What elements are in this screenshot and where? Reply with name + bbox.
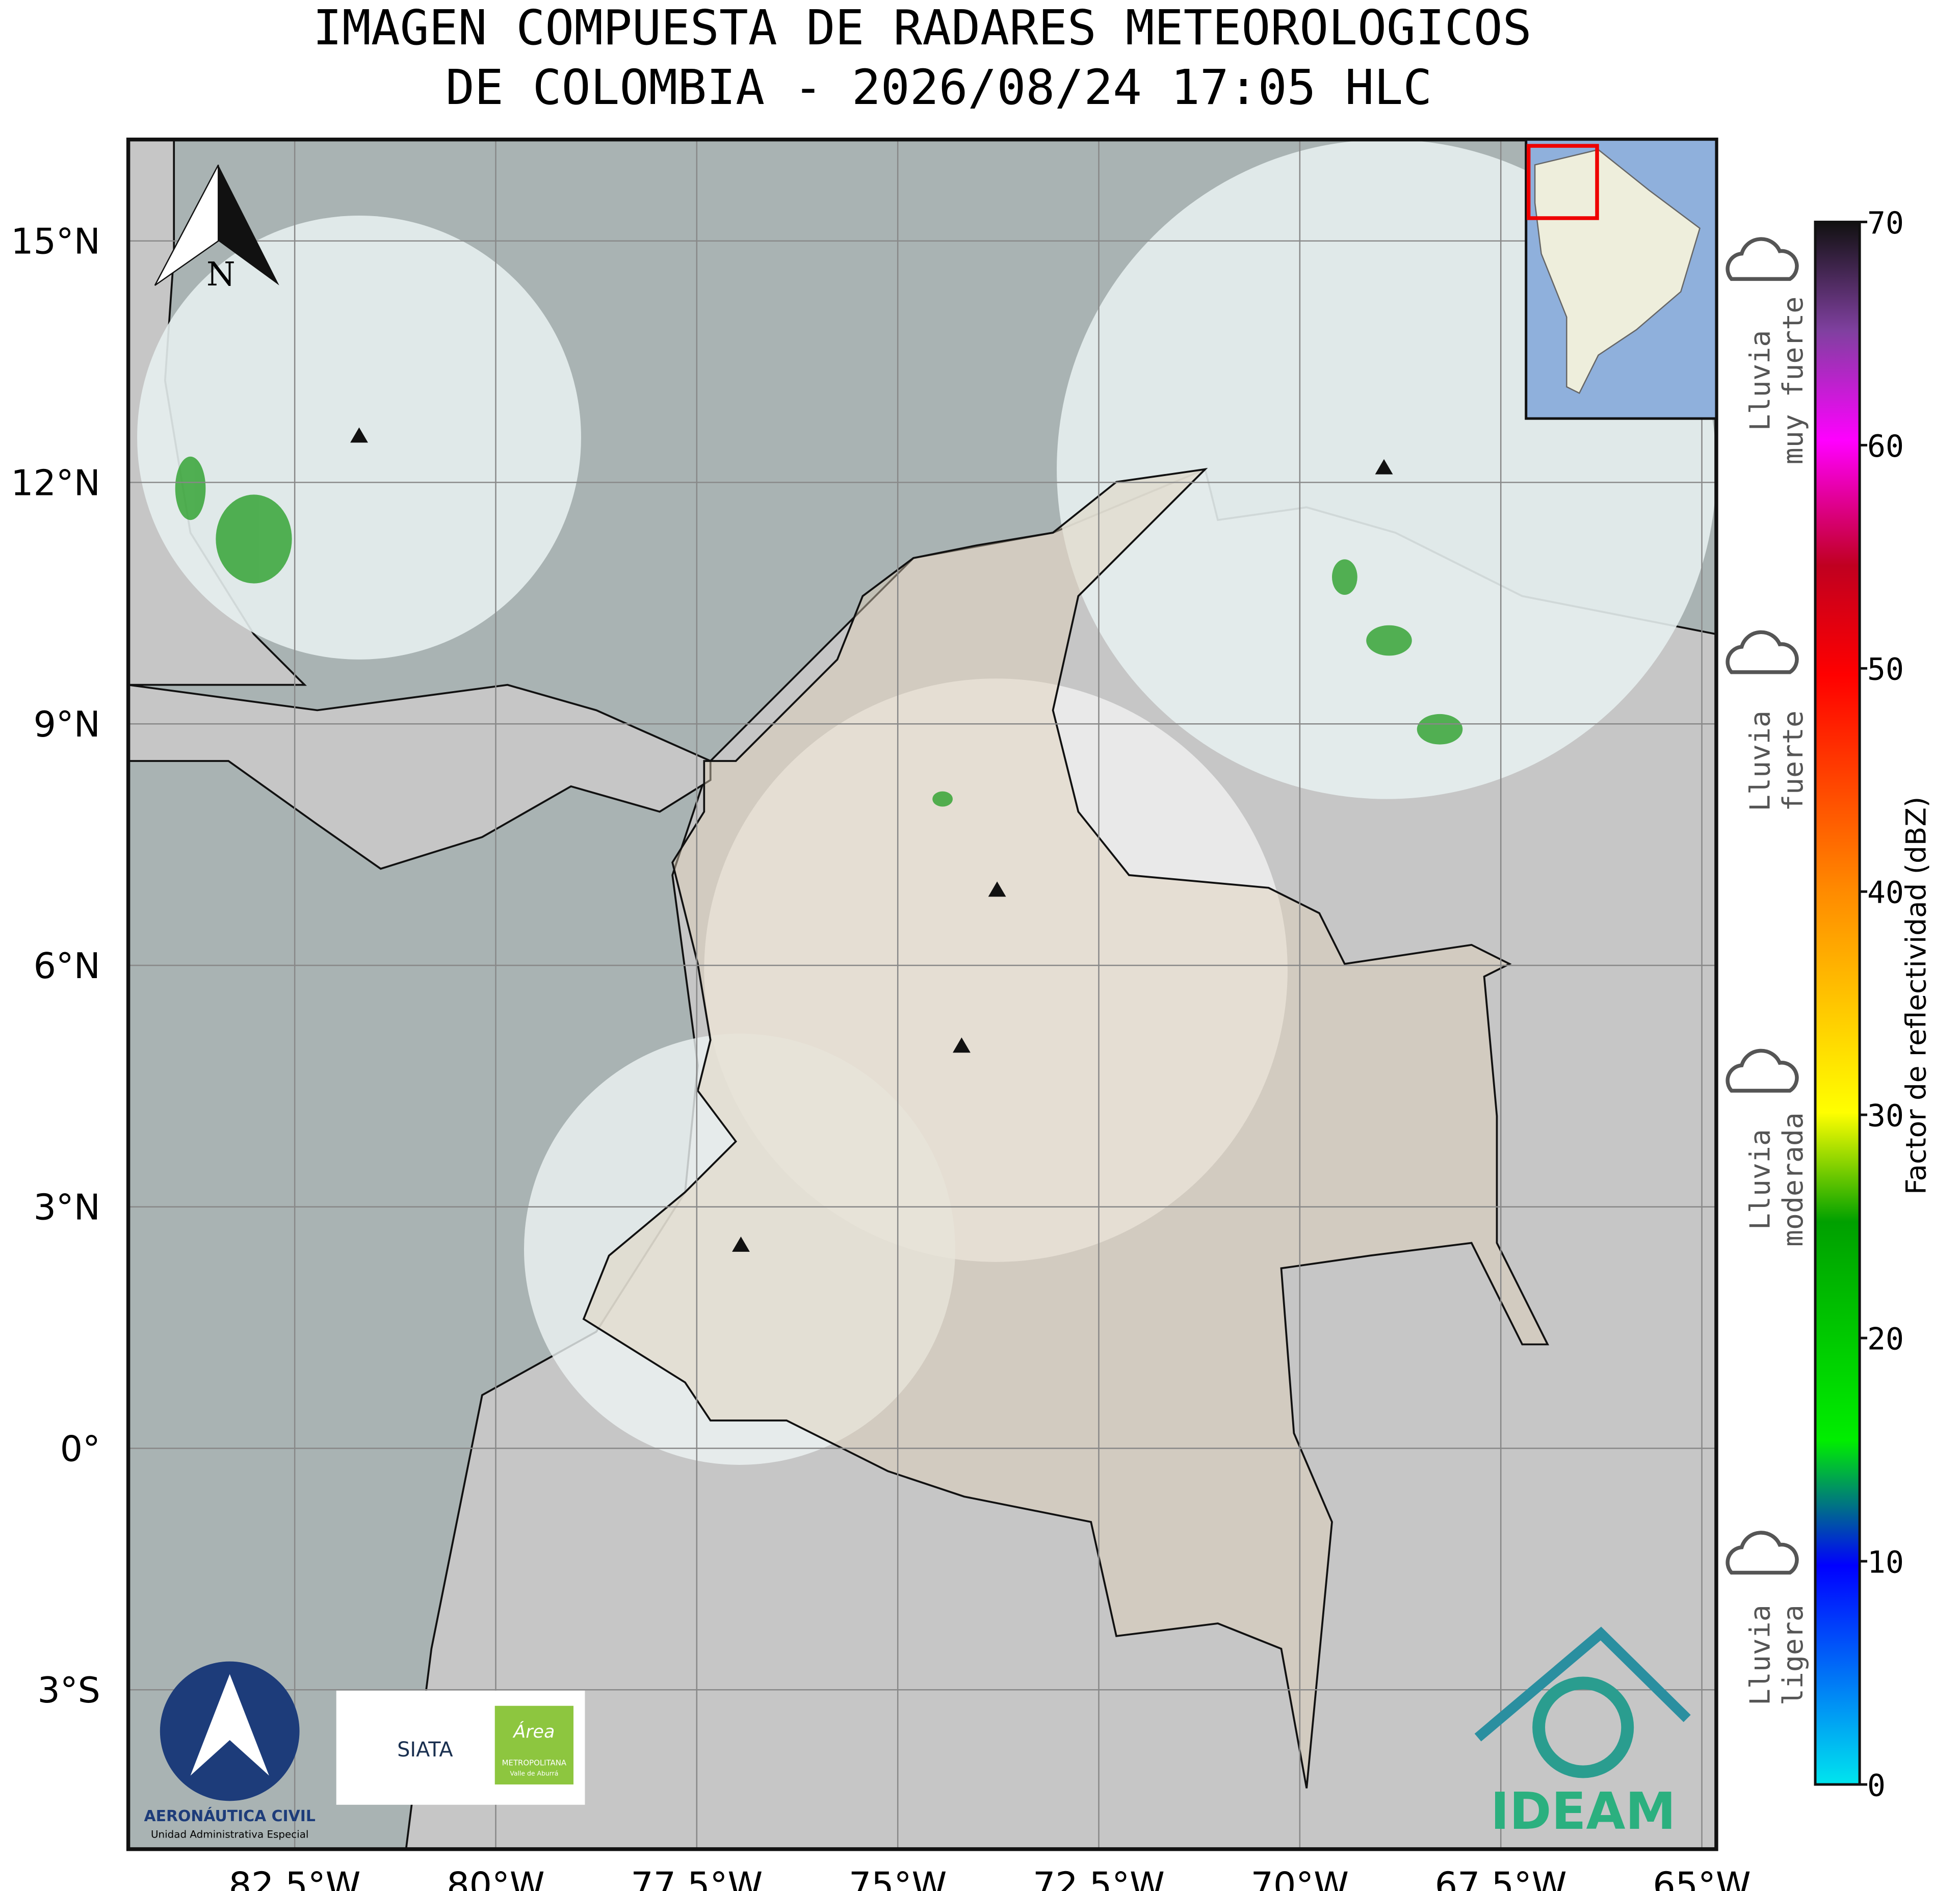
y-tick-label: 0° <box>60 1428 100 1469</box>
logo-text: SIATA <box>397 1738 453 1762</box>
rain-label-line: Lluvia <box>1743 711 1776 811</box>
rain-label: Lluvia fuerte <box>1743 711 1809 811</box>
logo-text: Área <box>512 1721 555 1742</box>
colorbar-tick-label: 50 <box>1867 652 1904 688</box>
x-tick-label: 67.5°W <box>1435 1864 1567 1891</box>
logo-text: IDEAM <box>1491 1782 1676 1841</box>
rain-label-line: moderada <box>1776 1112 1809 1247</box>
ideam-roof <box>1474 1626 1691 1742</box>
rain-label: Lluvia muy fuerte <box>1743 297 1809 465</box>
rain-label-line: Lluvia <box>1743 1605 1776 1705</box>
logo-text: AERONÁUTICA CIVIL <box>144 1807 316 1825</box>
title-line: IMAGEN COMPUESTA DE RADARES METEOROLOGIC… <box>313 0 1532 56</box>
rain-label-line: fuerte <box>1776 711 1809 811</box>
rain-label: Lluvia ligera <box>1743 1605 1809 1705</box>
colorbar-tick-label: 40 <box>1867 876 1904 911</box>
logo-text: Valle de Aburrá <box>510 1770 558 1777</box>
colorbar-tick-label: 30 <box>1867 1099 1904 1134</box>
cloud-icon <box>1726 1531 1799 1575</box>
x-tick-label: 72.5°W <box>1033 1864 1165 1891</box>
logo-text: Unidad Administrativa Especial <box>151 1828 308 1840</box>
logos: AERONÁUTICA CIVIL Unidad Administrativa … <box>144 1626 1691 1841</box>
colombia <box>582 468 1550 1789</box>
echoes <box>175 456 1463 807</box>
colorbar-tick-label: 20 <box>1867 1322 1904 1357</box>
logo-text: METROPOLITANA <box>502 1758 567 1768</box>
cloud-icon <box>1726 1048 1799 1093</box>
x-tick-label: 80°W <box>447 1864 544 1891</box>
land <box>128 684 712 870</box>
x-tick-label: 77.5°W <box>631 1864 763 1891</box>
y-tick-label: 3°S <box>38 1670 100 1711</box>
x-tick-label: 65°W <box>1653 1864 1750 1891</box>
north-label: N <box>206 255 236 294</box>
aerocivil-mark <box>190 1674 269 1776</box>
colorbar-tick-label: 10 <box>1867 1545 1904 1580</box>
radar-sites <box>350 427 1393 1252</box>
x-tick-label: 82.5°W <box>229 1864 361 1891</box>
x-tick-label: 75°W <box>849 1864 947 1891</box>
rain-label-line: ligera <box>1776 1605 1809 1705</box>
map-frame <box>126 137 1718 1851</box>
area-logo <box>494 1705 574 1784</box>
colorbar <box>1814 220 1861 1786</box>
y-tick-label: 3°N <box>34 1187 100 1228</box>
ideam-swirl <box>1532 1676 1634 1778</box>
inset-map <box>1525 138 1718 420</box>
rain-label-line: Lluvia <box>1743 1129 1776 1230</box>
cloud-icon <box>1726 237 1799 281</box>
rain-label-line: Lluvia <box>1743 330 1776 431</box>
y-tick-label: 12°N <box>11 462 100 504</box>
graticule <box>128 139 1716 1849</box>
y-tick-label: 15°N <box>11 221 100 262</box>
y-tick-label: 9°N <box>34 704 100 745</box>
rain-label-line: muy fuerte <box>1776 297 1809 465</box>
map-area <box>128 139 1716 1849</box>
colorbar-label: Factor de reflectividad (dBZ) <box>1900 797 1932 1195</box>
y-tick-label: 6°N <box>34 946 100 987</box>
colorbar-tick-label: 60 <box>1867 429 1904 464</box>
cloud-icon <box>1726 630 1799 674</box>
title-line: DE COLOMBIA - 2026/08/24 17:05 HLC <box>446 60 1432 116</box>
colorbar-tick-label: 70 <box>1867 206 1904 241</box>
rain-label: Lluvia moderada <box>1743 1112 1809 1247</box>
colorbar-tick-label: 0 <box>1867 1768 1886 1803</box>
x-tick-label: 70°W <box>1251 1864 1349 1891</box>
